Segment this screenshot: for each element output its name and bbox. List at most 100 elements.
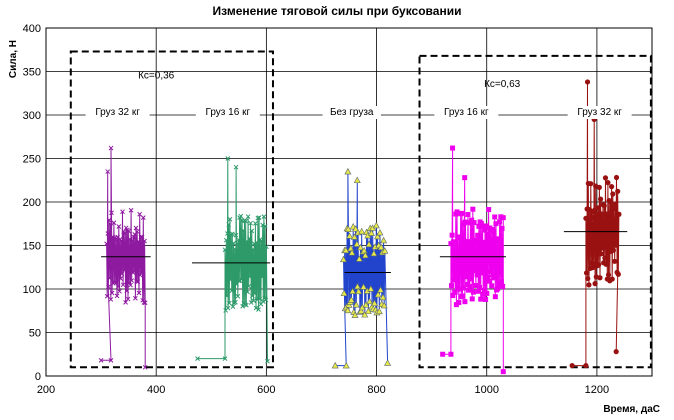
data-point — [107, 221, 113, 227]
data-point — [616, 211, 622, 217]
data-point — [491, 229, 497, 235]
data-point — [232, 246, 238, 252]
data-point — [236, 278, 242, 284]
data-point — [486, 278, 492, 284]
y-axis-label: Сила, Н — [8, 40, 19, 78]
data-point — [362, 301, 370, 308]
data-point — [120, 209, 125, 215]
group-boxes — [69, 50, 652, 369]
data-point — [607, 198, 613, 205]
data-point — [233, 232, 239, 238]
data-point — [605, 272, 612, 278]
data-point — [485, 274, 491, 280]
series-label-bg — [195, 106, 260, 119]
data-point — [108, 357, 114, 363]
data-point — [470, 206, 476, 212]
data-point — [108, 145, 114, 151]
data-point — [133, 295, 138, 301]
data-point — [469, 296, 475, 302]
data-point — [462, 175, 468, 181]
data-point — [344, 167, 352, 175]
data-point — [265, 358, 270, 364]
data-point — [243, 302, 249, 308]
data-point — [250, 247, 256, 252]
data-point — [116, 224, 122, 229]
x-tick-label: 1000 — [474, 384, 498, 396]
group-box — [69, 50, 274, 369]
data-point — [224, 293, 230, 299]
data-point — [114, 293, 120, 299]
data-point — [256, 307, 261, 312]
data-point — [590, 214, 596, 220]
data-point — [489, 283, 495, 289]
data-point — [598, 251, 604, 257]
data-point — [478, 220, 484, 226]
data-point — [114, 237, 119, 243]
data-point — [142, 238, 147, 244]
data-point — [499, 225, 505, 231]
data-point — [604, 211, 610, 217]
x-tick-label: 600 — [257, 384, 275, 396]
data-point — [379, 293, 387, 301]
data-point — [353, 240, 361, 247]
y-tick-label: 250 — [23, 154, 41, 166]
data-point — [115, 284, 121, 290]
data-point — [477, 284, 483, 290]
data-point — [249, 228, 255, 234]
series-3 — [331, 167, 392, 369]
data-point — [613, 174, 620, 181]
data-point — [256, 215, 262, 220]
data-point — [225, 156, 231, 161]
data-point — [481, 287, 487, 293]
data-point — [381, 247, 389, 254]
series-2 — [191, 156, 271, 364]
y-tick-label: 400 — [23, 23, 41, 35]
data-point — [128, 207, 134, 213]
data-point — [490, 272, 496, 278]
data-point — [137, 211, 143, 217]
data-point — [470, 289, 476, 295]
data-point — [222, 356, 228, 361]
data-point — [229, 288, 235, 294]
data-point — [120, 282, 126, 288]
data-point — [483, 296, 489, 302]
data-point — [358, 227, 366, 235]
series-1 — [98, 145, 151, 370]
x-axis-label: Время, даС — [603, 404, 660, 415]
data-point — [262, 223, 268, 229]
data-point — [364, 307, 372, 314]
data-point — [367, 285, 375, 292]
grid — [45, 27, 653, 377]
data-point — [111, 220, 117, 226]
data-point — [473, 283, 479, 289]
data-point — [449, 283, 455, 289]
data-point — [105, 169, 111, 174]
data-point — [361, 251, 369, 259]
data-point — [491, 275, 497, 281]
data-point — [459, 210, 465, 216]
data-point — [134, 229, 140, 234]
data-point — [142, 364, 148, 370]
group1-coefficient: Кс=0,36 — [138, 70, 175, 81]
data-point — [609, 184, 615, 190]
data-point — [360, 246, 368, 254]
data-point — [242, 218, 247, 223]
data-point — [223, 237, 229, 243]
series-line — [197, 158, 268, 362]
data-point — [248, 220, 253, 226]
data-point — [239, 276, 244, 282]
data-point — [484, 231, 490, 237]
data-point — [128, 282, 133, 288]
data-point — [254, 240, 259, 245]
data-point — [461, 285, 467, 291]
data-point — [370, 299, 378, 306]
data-point — [347, 244, 355, 252]
data-point — [456, 300, 462, 306]
series-label: Груз 16 кг — [206, 107, 251, 118]
y-tick-label: 150 — [23, 241, 41, 253]
data-point — [253, 221, 258, 226]
data-point — [474, 272, 480, 278]
data-point — [599, 245, 606, 251]
series-5 — [563, 79, 628, 369]
data-point — [440, 351, 446, 357]
